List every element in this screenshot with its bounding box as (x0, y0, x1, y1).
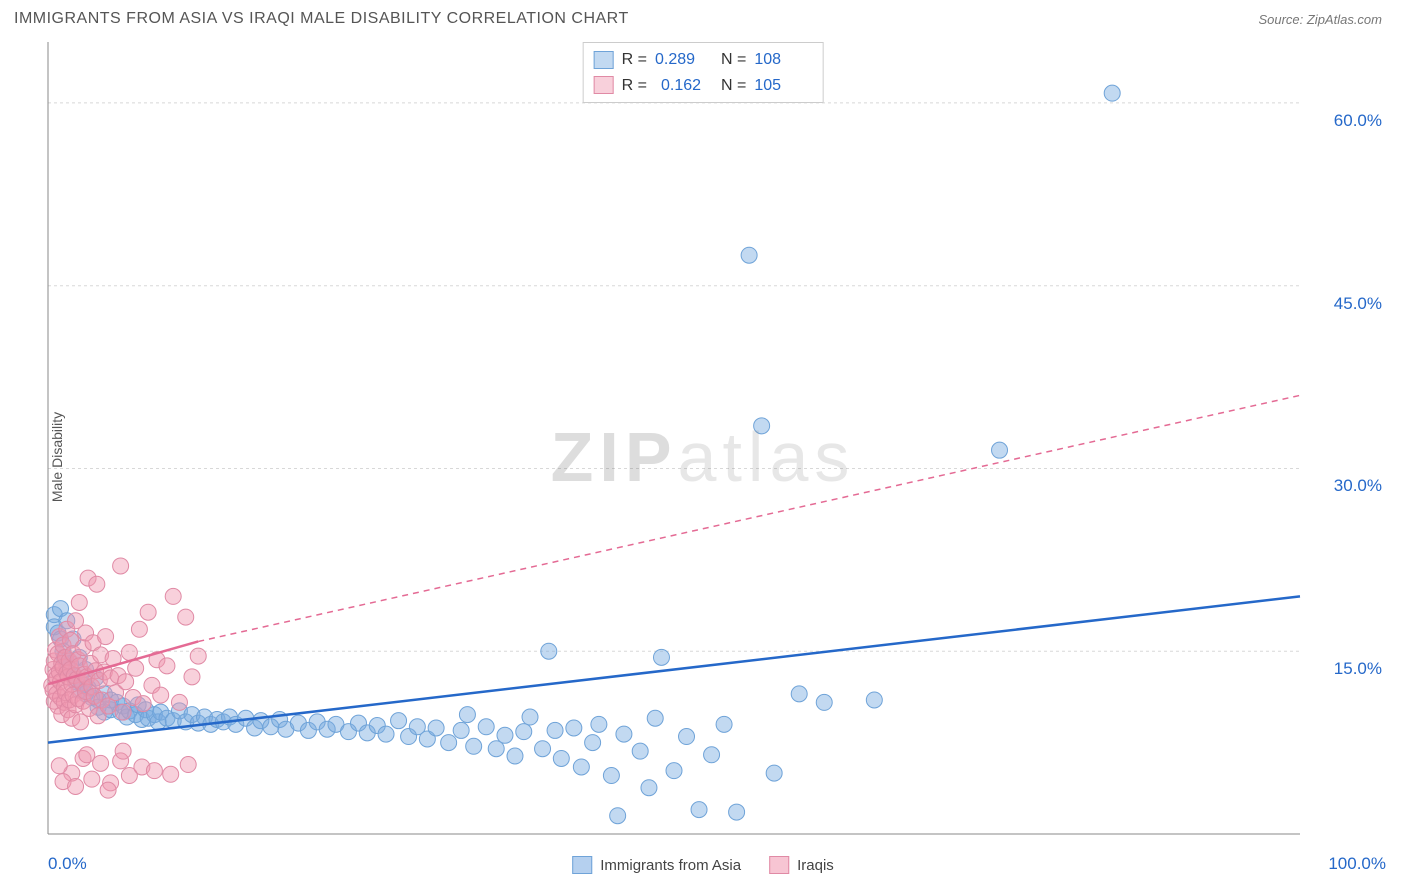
y-axis-title: Male Disability (49, 412, 65, 502)
legend-item-iraqis: Iraqis (769, 856, 834, 874)
series-legend: Immigrants from Asia Iraqis (572, 856, 834, 874)
stats-row-iraqis: R = 0.162 N = 105 (594, 73, 813, 99)
swatch-asia (572, 856, 592, 874)
stats-legend: R = 0.289 N = 108 R = 0.162 N = 105 (583, 42, 824, 103)
x-axis-min-label: 0.0% (48, 854, 87, 874)
y-tick-label: 45.0% (1334, 294, 1382, 314)
y-tick-label: 15.0% (1334, 659, 1382, 679)
y-tick-label: 30.0% (1334, 476, 1382, 496)
swatch-asia (594, 51, 614, 69)
stats-row-asia: R = 0.289 N = 108 (594, 47, 813, 73)
source-attribution: Source: ZipAtlas.com (1258, 12, 1382, 27)
swatch-iraqis (769, 856, 789, 874)
y-tick-label: 60.0% (1334, 111, 1382, 131)
scatter-chart (0, 34, 1406, 880)
swatch-iraqis (594, 76, 614, 94)
chart-header: IMMIGRANTS FROM ASIA VS IRAQI MALE DISAB… (0, 0, 1406, 34)
x-axis-max-label: 100.0% (1328, 854, 1386, 874)
legend-item-asia: Immigrants from Asia (572, 856, 741, 874)
chart-container: Male Disability ZIPatlas R = 0.289 N = 1… (0, 34, 1406, 880)
chart-title: IMMIGRANTS FROM ASIA VS IRAQI MALE DISAB… (14, 10, 629, 28)
